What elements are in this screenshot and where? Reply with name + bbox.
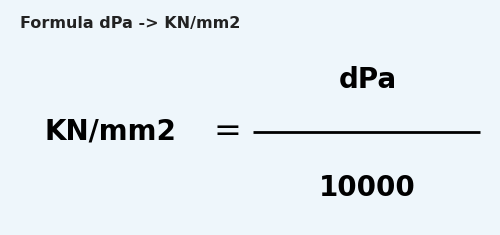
Text: Formula dPa -> KN/mm2: Formula dPa -> KN/mm2 [20, 16, 240, 31]
Text: dPa: dPa [338, 66, 396, 94]
Text: 10000: 10000 [319, 174, 416, 202]
Text: =: = [214, 115, 242, 148]
Text: KN/mm2: KN/mm2 [44, 118, 176, 146]
